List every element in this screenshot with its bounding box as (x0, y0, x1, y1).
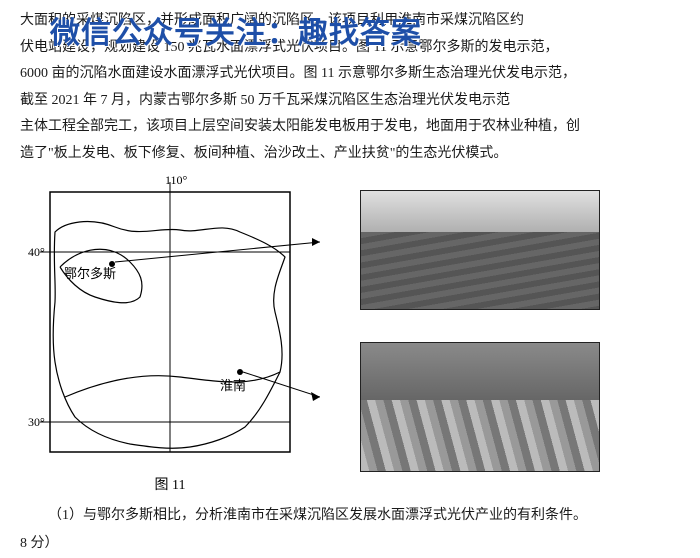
figure-caption: 图 11 (20, 474, 320, 494)
text-line-3: 6000 亩的沉陷水面建设水面漂浮式光伏项目。图 11 示意鄂尔多斯生态治理光伏… (20, 61, 680, 88)
china-map-svg: 110° 40° 30° 鄂尔多斯 淮南 (20, 172, 320, 472)
longitude-label: 110° (165, 173, 188, 187)
city-ordos-label: 鄂尔多斯 (64, 266, 116, 281)
text-line-6: 造了"板上发电、板下修复、板间种植、治沙改土、产业扶贫"的生态光伏模式。 (20, 141, 680, 168)
question-1-score: 8 分） (20, 530, 680, 558)
question-block: （1）与鄂尔多斯相比，分析淮南市在采煤沉陷区发展水面漂浮式光伏产业的有利条件。 … (0, 492, 700, 558)
ordos-photo (360, 190, 600, 310)
question-1-text: （1）与鄂尔多斯相比，分析淮南市在采煤沉陷区发展水面漂浮式光伏产业的有利条件。 (20, 502, 680, 530)
figure-row: 110° 40° 30° 鄂尔多斯 淮南 图 11 (0, 172, 700, 492)
map-container: 110° 40° 30° 鄂尔多斯 淮南 图 11 (20, 172, 320, 492)
city-huainan-label: 淮南 (220, 378, 246, 393)
photo-panel (320, 172, 680, 492)
text-line-4: 截至 2021 年 7 月，内蒙古鄂尔多斯 50 万千瓦采煤沉陷区生态治理光伏发… (20, 88, 680, 115)
lat-40-label: 40° (28, 245, 45, 259)
lat-30-label: 30° (28, 415, 45, 429)
text-line-5: 主体工程全部完工，该项目上层空间安装太阳能发电板用于发电，地面用于农林业种植，创 (20, 114, 680, 141)
watermark-overlay: 微信公众号关注：趣找答案 (50, 8, 422, 52)
huainan-photo (360, 342, 600, 472)
